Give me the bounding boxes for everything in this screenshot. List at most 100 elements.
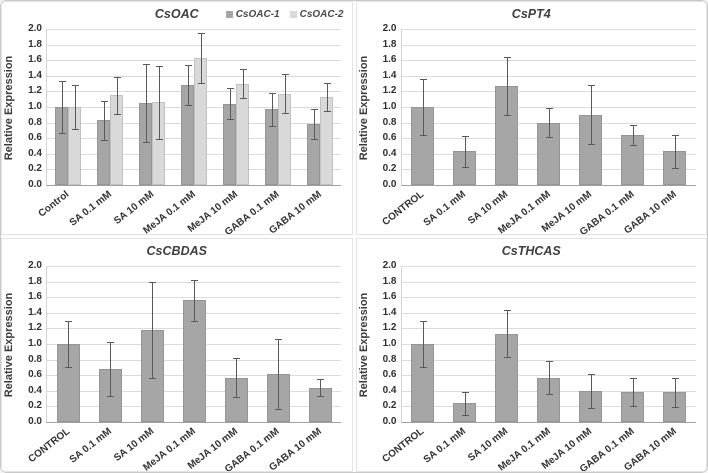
legend-label: CsOAC-1 [235,9,280,20]
error-bar-cap [226,119,234,121]
error-bar-cap [587,407,595,409]
error-bar-cap [197,32,205,34]
error-bar [236,358,237,398]
gridline [401,266,696,267]
error-bar [674,377,676,408]
y-axis-ticks: 0.0 0.2 0.4 0.6 0.8 1.0 1.2 1.4 1.6 1.8 2.0 [16,261,46,427]
legend-swatch-icon [225,11,233,18]
error-bar-cap [671,167,679,169]
y-tick-label: 0.6 [382,369,397,381]
error-bar-cap [65,321,72,323]
gridline [401,44,696,46]
error-bar-cap [629,405,637,407]
error-bar [422,78,424,136]
y-axis-label: Relative Expression [357,292,370,397]
y-tick-label: 1.0 [382,338,397,349]
error-bar [271,92,273,126]
error-bar [74,85,76,129]
error-bar-cap [419,367,427,369]
error-bar [278,338,279,409]
x-category-label: SA 0.1 mM [67,189,114,229]
y-axis-label-column: Relative Expression [2,29,16,186]
y-axis-label-column: Relative Expression [357,266,371,423]
legend-swatch-icon [289,11,297,18]
plot-area [46,266,341,423]
y-tick-label: 1.8 [28,38,42,50]
error-bar-cap [65,366,72,368]
error-bar [200,32,202,83]
error-bar [103,100,105,140]
error-bar-cap [503,310,511,312]
y-axis-ticks: 0.0 0.2 0.4 0.6 0.8 1.0 1.2 1.4 1.6 1.8 2.0 [371,261,401,427]
error-bar-cap [233,358,240,360]
x-category-label: Control [36,189,72,220]
error-bar [548,107,550,138]
error-bar-cap [323,110,331,112]
error-bar-cap [461,135,469,137]
error-bar-cap [503,114,511,116]
gridline [47,29,341,30]
chart-title: CsOAC [154,7,199,21]
error-bar-cap [155,65,163,67]
error-bar-cap [587,85,595,87]
error-bar-cap [149,378,156,380]
error-bar-cap [671,407,679,409]
error-bar-cap [310,138,318,140]
error-bar-cap [503,357,511,359]
gridline [401,344,696,345]
error-bar [116,76,118,115]
error-bar-cap [184,64,192,66]
y-axis-ticks: 0.0 0.2 0.4 0.6 0.8 1.0 1.2 1.4 1.6 1.8 2.0 [16,24,46,190]
legend-item-csoac-1: CsOAC-1 [225,9,280,20]
chart-panel-csthcas: CsTHCAS Relative Expression 0.0 0.2 0.4 0.6… [355,238,707,472]
legend-label: CsOAC-2 [299,9,344,20]
y-tick-label: 0.2 [28,163,42,175]
error-bar-cap [107,396,114,398]
gridline [401,297,696,299]
error-bar [590,85,592,145]
error-bar [548,361,550,394]
error-bar-cap [239,98,247,100]
legend-item-csoac-2: CsOAC-2 [289,9,344,20]
error-bar-cap [100,100,108,102]
chart-title: CsCBDAS [146,244,207,258]
y-tick-label: 1.6 [28,291,42,303]
y-tick-label: 0.6 [382,132,397,144]
error-bar-cap [268,125,276,127]
plot-area [46,29,341,186]
error-bar-cap [58,81,66,83]
error-bar [61,81,63,133]
gridline [401,29,696,30]
y-tick-label: 1.4 [28,69,42,81]
error-bar [229,88,231,120]
x-axis-labels: CONTROL SA 0.1 mM SA 10 mM MeJA 0.1 mM MeJA … [26,423,340,471]
y-tick-label: 1.2 [28,85,42,97]
x-category-label: CONTROL [380,189,427,229]
panel-header: CsCBDAS [2,242,352,262]
plot-row: Relative Expression 0.0 0.2 0.4 0.6 0.8 1.0 1.… [357,24,707,190]
gridline [401,312,696,314]
error-bar-cap [461,414,469,416]
error-bar-cap [268,92,276,94]
error-bar-cap [71,128,79,130]
error-bar [284,74,286,114]
error-bar-cap [58,132,66,134]
error-bar-cap [149,281,156,283]
error-bar-cap [310,109,318,111]
plot-area [400,29,696,186]
error-bar [632,377,634,406]
y-tick-label: 2.0 [28,23,42,34]
error-bar-cap [113,114,121,116]
y-tick-label: 0.0 [382,416,397,427]
error-bar [313,109,315,139]
y-axis-label: Relative Expression [3,55,15,160]
chart-panel-csoac: CsOAC CsOAC-1 CsOAC-2 Relative Expressio… [1,1,353,235]
y-tick-label: 0.2 [382,163,397,175]
x-category-label: CONTROL [380,426,427,466]
error-bar [590,373,592,408]
error-bar-cap [226,88,234,90]
y-tick-label: 1.4 [382,306,397,318]
gridline [401,75,696,77]
plot-area [400,266,696,423]
y-tick-label: 0.0 [28,179,42,190]
